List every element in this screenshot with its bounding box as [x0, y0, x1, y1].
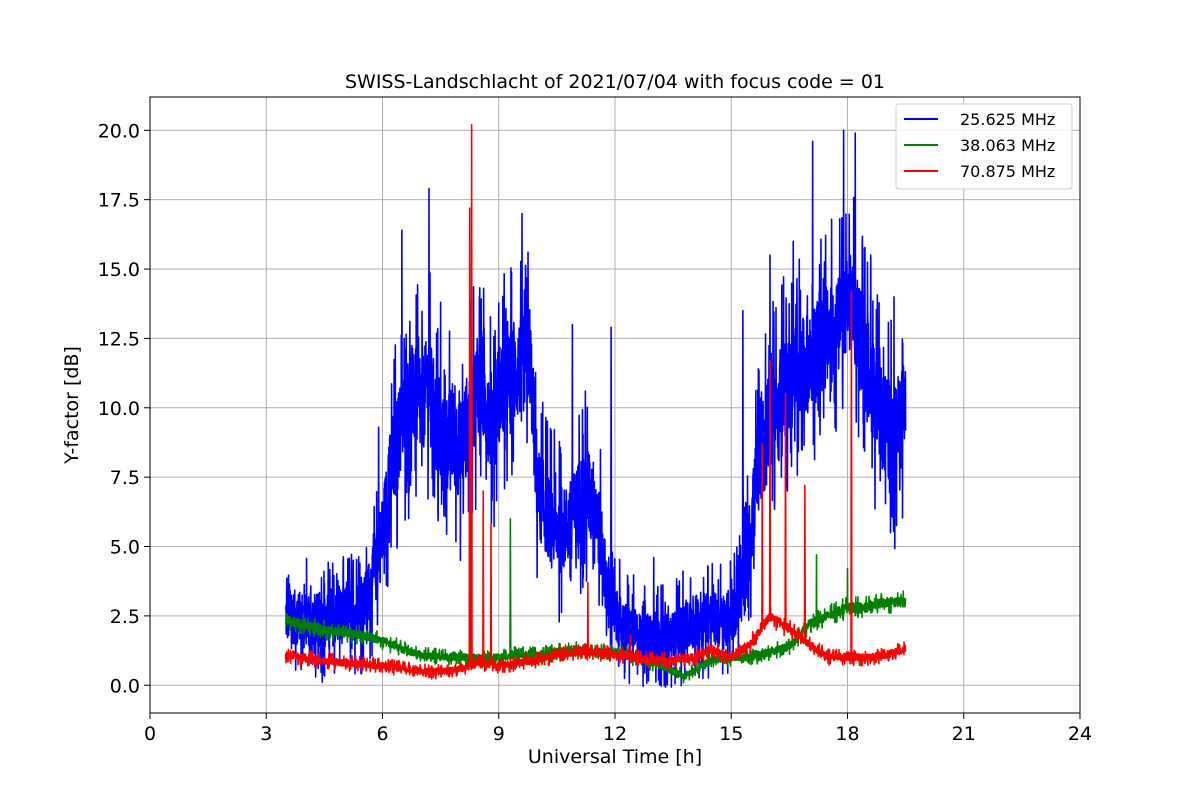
- y-tick-label: 20.0: [98, 120, 140, 142]
- legend-label: 70.875 MHz: [960, 162, 1055, 181]
- legend-label: 25.625 MHz: [960, 110, 1055, 129]
- y-tick-label: 12.5: [98, 328, 140, 350]
- x-tick-label: 15: [719, 723, 743, 745]
- legend: 25.625 MHz 38.063 MHz 70.875 MHz: [895, 103, 1073, 190]
- chart-title: SWISS-Landschlacht of 2021/07/04 with fo…: [345, 71, 885, 93]
- y-axis-label: Y-factor [dB]: [61, 346, 83, 465]
- x-tick-label: 12: [603, 723, 627, 745]
- y-tick-label: 15.0: [98, 259, 140, 281]
- y-tick-label: 0.0: [110, 675, 140, 697]
- x-axis-label: Universal Time [h]: [528, 746, 702, 768]
- series-line-2: [284, 123, 907, 680]
- y-tick-label: 2.5: [110, 606, 140, 628]
- legend-box: [895, 103, 1073, 190]
- x-axis: 0 3 6 9 12 15 18 21 24: [144, 713, 1092, 745]
- y-tick-label: 5.0: [110, 537, 140, 559]
- x-tick-label: 9: [493, 723, 505, 745]
- y-tick-label: 7.5: [110, 467, 140, 489]
- x-tick-label: 18: [835, 723, 859, 745]
- y-tick-label: 10.0: [98, 398, 140, 420]
- x-tick-label: 0: [144, 723, 156, 745]
- x-tick-label: 3: [260, 723, 272, 745]
- y-axis: 0.0 2.5 5.0 7.5 10.0 12.5 15.0 17.5 20.0: [98, 120, 150, 697]
- x-tick-label: 21: [952, 723, 976, 745]
- y-tick-label: 17.5: [98, 190, 140, 212]
- series-line-0: [284, 129, 907, 688]
- series-layer: [284, 123, 907, 688]
- x-tick-label: 24: [1068, 723, 1092, 745]
- legend-label: 38.063 MHz: [960, 136, 1055, 155]
- x-tick-label: 6: [376, 723, 388, 745]
